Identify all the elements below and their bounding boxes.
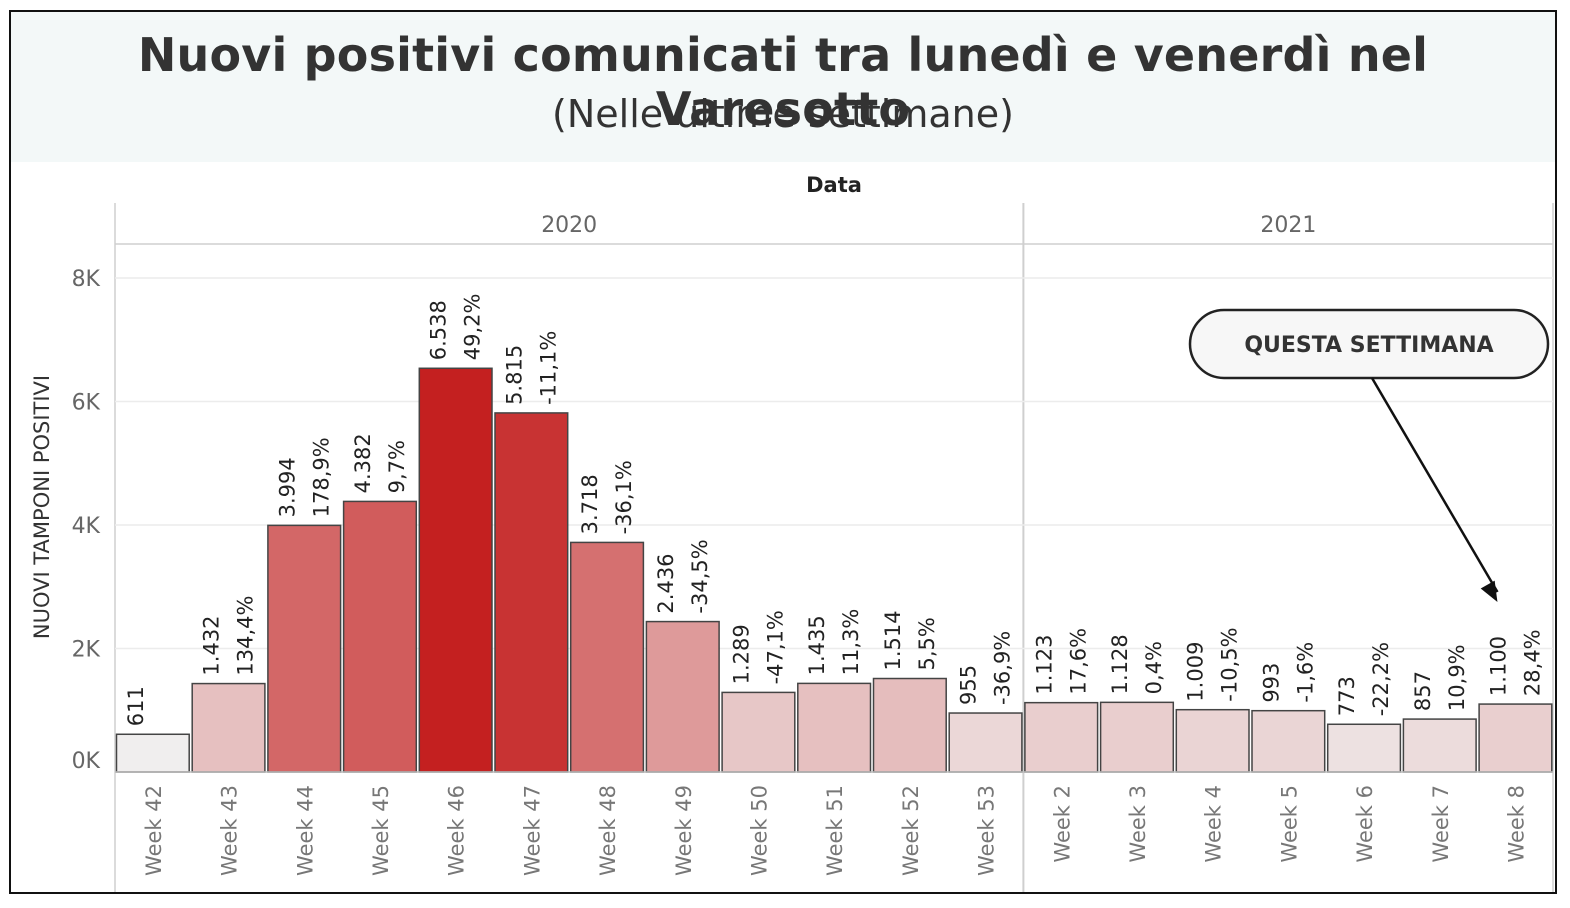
panel-label: 2021: [1260, 213, 1316, 238]
value-label: 2.436: [654, 553, 678, 613]
bar: [645, 620, 720, 773]
pct-label: 11,3%: [839, 609, 863, 676]
value-label: 6.538: [427, 300, 451, 360]
pct-label: -47,1%: [763, 610, 787, 684]
bar: [418, 367, 493, 773]
value-label: 5.815: [502, 345, 526, 405]
value-label: 3.994: [275, 457, 299, 517]
x-tick-label: Week 3: [1126, 785, 1150, 863]
pct-label: 28,4%: [1520, 629, 1544, 696]
title-banner: [11, 12, 1555, 162]
pct-label: -11,1%: [536, 331, 560, 405]
bar: [191, 682, 266, 773]
x-tick-label: Week 2: [1050, 785, 1074, 863]
bar: [872, 677, 947, 773]
pct-label: 10,9%: [1445, 644, 1469, 711]
pct-label: -10,5%: [1218, 627, 1242, 701]
x-tick-label: Week 43: [218, 785, 242, 876]
pct-label: 9,7%: [385, 440, 409, 493]
value-label: 3.718: [578, 474, 602, 534]
x-tick-label: Week 46: [445, 785, 469, 876]
value-label: 1.100: [1486, 636, 1510, 696]
x-tick-label: Week 4: [1202, 785, 1226, 863]
y-tick-label: 0K: [72, 749, 101, 774]
pct-label: -34,5%: [688, 539, 712, 613]
y-tick-label: 4K: [72, 514, 101, 539]
value-label: 611: [124, 686, 148, 726]
annotation-box: [1188, 308, 1550, 380]
bar: [1251, 709, 1326, 773]
x-tick-label: Week 42: [142, 785, 166, 876]
value-label: 1.009: [1184, 642, 1208, 702]
pct-label: 134,4%: [234, 595, 258, 675]
x-tick-label: Week 48: [596, 785, 620, 876]
column-header: Data: [806, 173, 862, 197]
bar: [569, 541, 645, 773]
value-label: 773: [1335, 676, 1359, 716]
pct-label: 178,9%: [309, 437, 333, 517]
panel-label: 2020: [541, 213, 597, 238]
value-label: 4.382: [351, 433, 375, 493]
value-label: 1.514: [881, 610, 905, 670]
value-label: 1.435: [805, 615, 829, 675]
y-tick-label: 8K: [72, 267, 101, 292]
x-tick-label: Week 52: [899, 785, 923, 876]
pct-label: -1,6%: [1293, 642, 1317, 703]
bar: [1099, 701, 1175, 773]
bar: [948, 712, 1023, 773]
x-tick-label: Week 50: [747, 785, 771, 876]
bar: [1326, 723, 1402, 773]
value-label: 1.432: [200, 615, 224, 675]
bar: [721, 691, 796, 773]
bar: [1175, 708, 1250, 773]
bar: [115, 733, 190, 773]
x-tick-label: Week 51: [823, 785, 847, 876]
value-label: 1.289: [729, 624, 753, 684]
bar: [494, 412, 569, 773]
x-tick-label: Week 8: [1504, 785, 1528, 863]
annotation-arrowhead: [1480, 580, 1498, 602]
bar: [1478, 703, 1553, 773]
x-tick-label: Week 47: [520, 785, 544, 876]
bar: [267, 524, 342, 773]
x-tick-label: Week 44: [293, 785, 317, 876]
x-tick-label: Week 6: [1353, 785, 1377, 863]
pct-label: 5,5%: [915, 617, 939, 670]
x-tick-label: Week 5: [1277, 785, 1301, 863]
chart-subtitle: (Nelle ultime settimane): [552, 92, 1014, 136]
annotation-text: QUESTA SETTIMANA: [1244, 333, 1493, 358]
value-label: 993: [1259, 663, 1283, 703]
annotation-arrow-line: [1370, 377, 1499, 593]
bar: [797, 682, 872, 773]
y-tick-label: 6K: [72, 391, 101, 416]
bar: [1402, 718, 1477, 773]
pct-label: 0,4%: [1142, 641, 1166, 694]
pct-label: -36,1%: [612, 460, 636, 534]
bar: [1024, 701, 1099, 773]
pct-label: 49,2%: [461, 294, 485, 361]
pct-label: -36,9%: [991, 631, 1015, 705]
chart-title: Nuovi positivi comunicati tra lunedì e v…: [137, 28, 1429, 136]
y-tick-label: 2K: [72, 638, 101, 663]
x-tick-label: Week 53: [975, 785, 999, 876]
pct-label: -22,2%: [1369, 642, 1393, 716]
value-label: 1.123: [1032, 635, 1056, 695]
pct-label: 17,6%: [1066, 628, 1090, 695]
bar: [342, 500, 418, 773]
y-axis-label: NUOVI TAMPONI POSITIVI: [30, 375, 54, 639]
value-label: 857: [1411, 671, 1435, 711]
value-label: 1.128: [1108, 634, 1132, 694]
value-label: 955: [957, 665, 981, 705]
x-tick-label: Week 49: [672, 785, 696, 876]
x-tick-label: Week 45: [369, 785, 393, 876]
x-tick-label: Week 7: [1429, 785, 1453, 863]
